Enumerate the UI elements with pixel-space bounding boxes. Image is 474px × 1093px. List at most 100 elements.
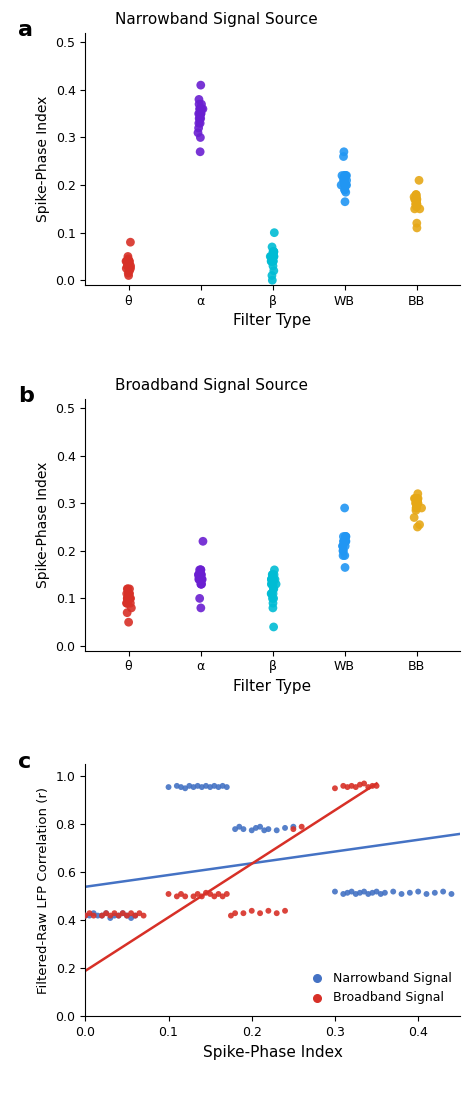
Point: [412, 193, 420, 211]
Point: [94, 907, 101, 925]
Point: [360, 775, 368, 792]
Point: [268, 566, 276, 584]
Point: [340, 172, 347, 189]
Point: [267, 252, 275, 270]
Legend: Narrowband Signal, Broadband Signal: Narrowband Signal, Broadband Signal: [303, 971, 454, 1006]
Point: [340, 532, 348, 550]
Point: [194, 885, 201, 903]
Point: [342, 528, 349, 545]
Point: [412, 196, 419, 213]
Point: [271, 561, 278, 578]
Point: [248, 902, 255, 919]
Point: [165, 885, 173, 903]
Point: [339, 542, 347, 560]
Point: [125, 257, 132, 274]
Point: [339, 542, 347, 560]
Point: [360, 883, 368, 901]
Point: [125, 585, 132, 602]
Point: [231, 904, 239, 921]
Point: [86, 907, 93, 925]
X-axis label: Filter Type: Filter Type: [234, 679, 311, 694]
Point: [177, 778, 185, 796]
Point: [270, 571, 277, 588]
Point: [198, 95, 205, 113]
Point: [195, 571, 202, 588]
Point: [270, 580, 277, 598]
Point: [356, 884, 364, 902]
Point: [125, 255, 133, 272]
Point: [413, 494, 421, 512]
Point: [197, 129, 204, 146]
Point: [123, 589, 131, 607]
Point: [197, 571, 205, 588]
Point: [412, 198, 420, 215]
Point: [339, 777, 347, 795]
Point: [195, 566, 202, 584]
Point: [215, 778, 222, 796]
Point: [123, 907, 131, 925]
Point: [339, 885, 347, 903]
Point: [268, 575, 275, 592]
Point: [127, 589, 134, 607]
Point: [413, 214, 420, 232]
Point: [281, 902, 289, 919]
Point: [110, 904, 118, 921]
Point: [196, 561, 203, 578]
Point: [240, 904, 247, 921]
Point: [197, 571, 205, 588]
Point: [447, 885, 455, 903]
Point: [182, 779, 189, 797]
Point: [341, 559, 349, 576]
Point: [268, 248, 276, 266]
Point: [127, 595, 134, 612]
Point: [341, 532, 349, 550]
Point: [342, 528, 350, 545]
Point: [268, 248, 276, 266]
Point: [125, 585, 133, 602]
Point: [123, 585, 130, 602]
Point: [123, 595, 131, 612]
Point: [414, 485, 421, 503]
Point: [124, 589, 132, 607]
Point: [198, 575, 205, 592]
Point: [124, 589, 131, 607]
Point: [125, 267, 132, 284]
Point: [194, 777, 201, 795]
Point: [411, 190, 419, 208]
Point: [195, 568, 203, 586]
Point: [223, 778, 230, 796]
Point: [210, 777, 218, 795]
Point: [127, 257, 134, 274]
Point: [414, 883, 422, 901]
Point: [219, 777, 227, 795]
Text: a: a: [18, 20, 33, 40]
Point: [185, 777, 193, 795]
Point: [125, 250, 132, 268]
Text: Narrowband Signal Source: Narrowband Signal Source: [115, 12, 318, 27]
Point: [331, 779, 339, 797]
Point: [341, 532, 348, 550]
Point: [272, 575, 280, 592]
Point: [365, 885, 372, 903]
Point: [412, 186, 420, 203]
Point: [197, 571, 205, 588]
Point: [268, 238, 276, 256]
Point: [414, 492, 421, 509]
Point: [341, 546, 348, 564]
Point: [340, 143, 348, 161]
Y-axis label: Spike-Phase Index: Spike-Phase Index: [36, 461, 50, 588]
Point: [215, 885, 222, 903]
Point: [270, 248, 278, 266]
X-axis label: Filter Type: Filter Type: [234, 314, 311, 328]
Point: [236, 818, 243, 835]
Point: [270, 248, 278, 266]
Point: [352, 885, 360, 903]
Point: [341, 181, 348, 199]
Point: [413, 494, 421, 512]
Point: [195, 115, 202, 132]
Point: [173, 888, 181, 905]
Point: [119, 904, 127, 921]
Point: [126, 252, 133, 270]
X-axis label: Spike-Phase Index: Spike-Phase Index: [202, 1045, 343, 1060]
Point: [264, 821, 272, 838]
